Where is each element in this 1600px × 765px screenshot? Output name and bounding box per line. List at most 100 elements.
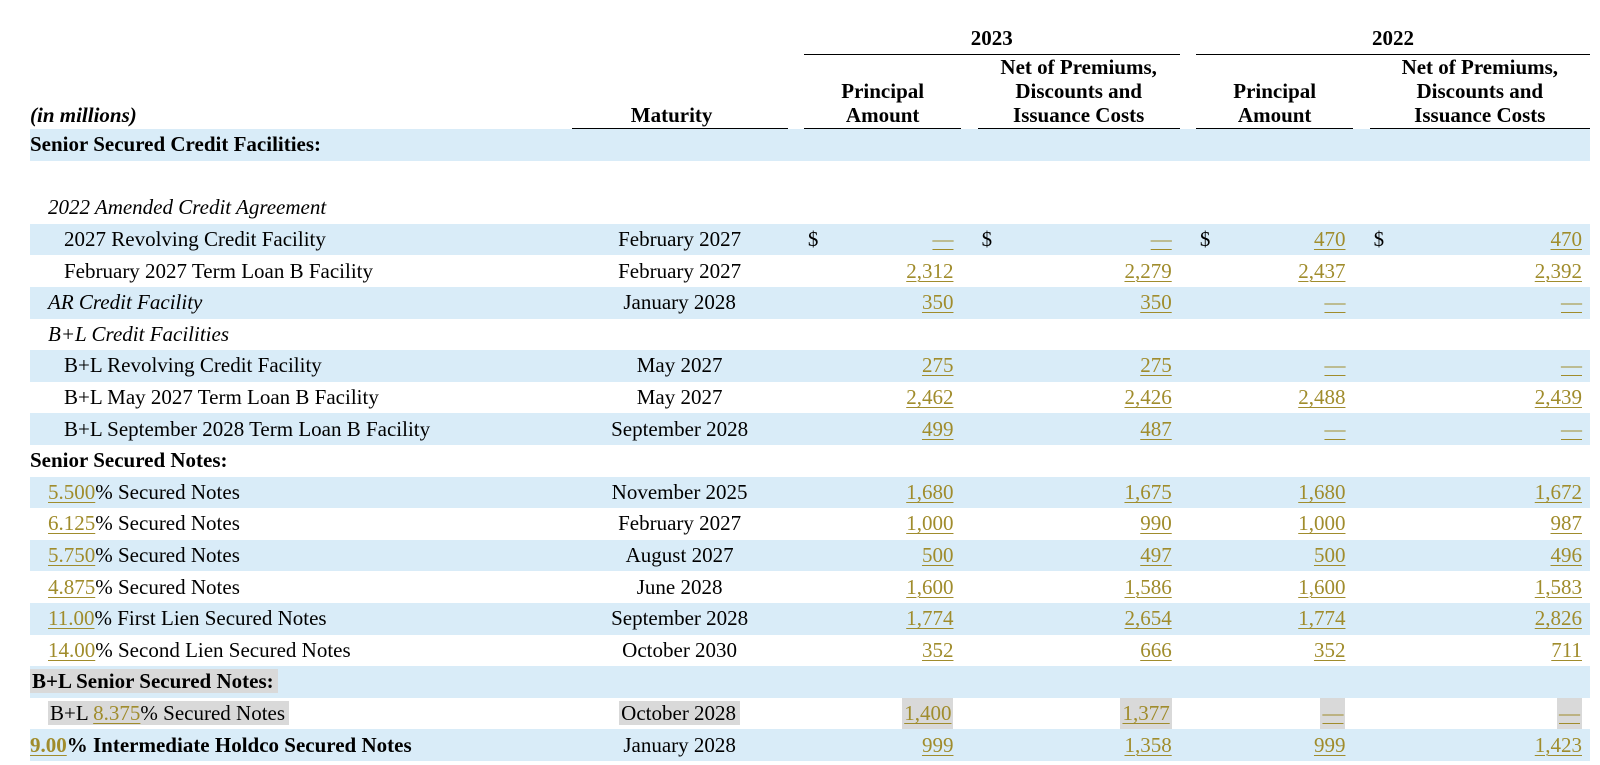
label-text: % Secured Notes <box>95 511 240 536</box>
principal-2023-value[interactable]: 1,400 <box>902 697 954 729</box>
principal-2022-value[interactable]: — <box>1324 290 1346 315</box>
principal-2022-value[interactable]: 470 <box>1313 227 1346 252</box>
row-label-cell: 5.750% Secured Notes <box>30 539 572 572</box>
principal-2022-value[interactable]: 999 <box>1313 732 1346 757</box>
principal-2023-value[interactable]: 2,312 <box>906 258 954 283</box>
principal-2022-value[interactable]: — <box>1324 353 1346 378</box>
principal-2023-value[interactable]: 1,600 <box>906 574 954 599</box>
principal-2022-cell: 500 <box>1236 539 1354 572</box>
net-2023-cell: 990 <box>1018 508 1180 540</box>
principal-2023-value[interactable]: — <box>932 227 954 252</box>
principal-2022-value[interactable]: 1,680 <box>1298 479 1346 504</box>
row-label: 5.500% Secured Notes <box>48 480 240 504</box>
principal-2023-value[interactable]: 352 <box>921 637 954 662</box>
net-2023-cell: 350 <box>1018 286 1180 319</box>
currency-symbol <box>803 729 845 761</box>
net-2022-value[interactable]: 2,439 <box>1534 385 1582 410</box>
net-2023-cell: 666 <box>1018 634 1180 667</box>
maturity-cell: January 2028 <box>571 286 788 319</box>
interest-rate-link[interactable]: 14.00 <box>48 637 96 662</box>
principal-2023-value[interactable]: 999 <box>921 732 954 757</box>
net-2023-value[interactable]: 497 <box>1140 543 1172 568</box>
net-2023-value[interactable]: 1,675 <box>1124 479 1172 504</box>
net-2023-value[interactable]: 666 <box>1140 637 1172 662</box>
net-2022-value[interactable]: 1,583 <box>1534 574 1582 599</box>
principal-2022-value[interactable]: — <box>1320 697 1346 729</box>
principal-2023-cell: 999 <box>844 729 962 761</box>
interest-rate-link[interactable]: 6.125 <box>48 511 96 536</box>
principal-2023-value[interactable]: 500 <box>921 543 954 568</box>
principal-2022-value[interactable]: 2,437 <box>1298 258 1346 283</box>
gap-cell <box>787 539 804 572</box>
interest-rate-link[interactable]: 9.00 <box>30 732 67 757</box>
net-2023-value[interactable]: — <box>1150 227 1172 252</box>
currency-symbol <box>1369 476 1411 509</box>
label-text: % Intermediate Holdco Secured Notes <box>66 732 412 757</box>
net-2022-value[interactable]: — <box>1557 697 1582 729</box>
net-2022-value[interactable]: 496 <box>1550 543 1583 568</box>
net-2023-value[interactable]: 2,279 <box>1124 258 1172 283</box>
principal-2023-cell: 2,312 <box>844 255 962 287</box>
net-2022-value[interactable]: 987 <box>1550 511 1583 536</box>
interest-rate-link[interactable]: 8.375 <box>93 700 141 725</box>
interest-rate-link[interactable]: 5.500 <box>48 479 96 504</box>
net-2023-value[interactable]: 2,426 <box>1124 385 1172 410</box>
maturity-cell: September 2028 <box>571 602 788 635</box>
principal-2023-value[interactable]: 499 <box>921 416 954 441</box>
principal-2022-value[interactable]: 1,774 <box>1298 606 1346 631</box>
net-2022-value[interactable]: 1,423 <box>1534 732 1582 757</box>
net-2023-value[interactable]: 2,654 <box>1124 606 1172 631</box>
net-2022-value[interactable]: 1,672 <box>1534 479 1582 504</box>
net-2023-value[interactable]: 350 <box>1140 290 1172 315</box>
principal-2023-value[interactable]: 350 <box>921 290 954 315</box>
principal-2022-value[interactable]: 1,000 <box>1298 511 1346 536</box>
currency-symbol <box>803 413 845 445</box>
net-2023-value[interactable]: 990 <box>1140 511 1172 536</box>
maturity-cell: January 2028 <box>571 729 788 761</box>
net-2023-value[interactable]: 275 <box>1140 353 1172 378</box>
principal-2022-value[interactable]: — <box>1324 416 1346 441</box>
principal-2022-value[interactable]: 500 <box>1313 543 1346 568</box>
net-2022-value[interactable]: 2,826 <box>1534 606 1582 631</box>
currency-symbol: $ <box>1195 223 1237 256</box>
principal-2022-value[interactable]: 1,600 <box>1298 574 1346 599</box>
net-2022-value[interactable]: 711 <box>1551 637 1582 662</box>
interest-rate-link[interactable]: 4.875 <box>48 574 96 599</box>
currency-symbol <box>977 413 1019 445</box>
currency-symbol <box>1369 729 1411 761</box>
net-2023-value[interactable]: 1,377 <box>1120 697 1172 729</box>
gap-cell <box>1179 381 1196 414</box>
principal-2023-value[interactable]: 2,462 <box>906 385 954 410</box>
gap-cell <box>787 476 804 509</box>
principal-2022-value[interactable]: 2,488 <box>1298 385 1346 410</box>
maturity-date: September 2028 <box>611 606 749 631</box>
principal-2023-value[interactable]: 275 <box>921 353 954 378</box>
row-label-cell: 9.00% Intermediate Holdco Secured Notes <box>30 729 572 761</box>
gap-cell <box>787 697 804 730</box>
principal-2023-value[interactable]: 1,000 <box>906 511 954 536</box>
net-2022-value[interactable]: — <box>1561 353 1582 378</box>
net-2022-value[interactable]: — <box>1561 290 1582 315</box>
net-2022-value[interactable]: 2,392 <box>1534 258 1582 283</box>
net-2022-value[interactable]: — <box>1561 416 1582 441</box>
principal-2023-value[interactable]: 1,680 <box>906 479 954 504</box>
net-2022-cell: 2,826 <box>1410 602 1590 635</box>
net-2023-value[interactable]: 487 <box>1140 416 1172 441</box>
principal-2022-value[interactable]: 352 <box>1313 637 1346 662</box>
maturity-date: August 2027 <box>625 543 734 568</box>
interest-rate-link[interactable]: 11.00 <box>48 606 95 631</box>
maturity-date: February 2027 <box>618 227 742 252</box>
net-2023-value[interactable]: 1,358 <box>1124 732 1172 757</box>
row-label: B+L 8.375% Secured Notes <box>48 700 290 725</box>
net-2023-value[interactable]: 1,586 <box>1124 574 1172 599</box>
maturity-date: May 2027 <box>636 353 723 378</box>
interest-rate-link[interactable]: 5.750 <box>48 543 96 568</box>
net-2022-value[interactable]: 470 <box>1550 227 1583 252</box>
table-row: Senior Secured Notes: <box>30 444 1590 477</box>
row-label: B+L May 2027 Term Loan B Facility <box>64 385 379 410</box>
net-2023-cell: 275 <box>1018 350 1180 382</box>
net-2023-cell: 2,426 <box>1018 381 1180 414</box>
maturity-date: June 2028 <box>636 574 723 599</box>
maturity-date: February 2027 <box>618 511 742 536</box>
principal-2023-value[interactable]: 1,774 <box>906 606 954 631</box>
